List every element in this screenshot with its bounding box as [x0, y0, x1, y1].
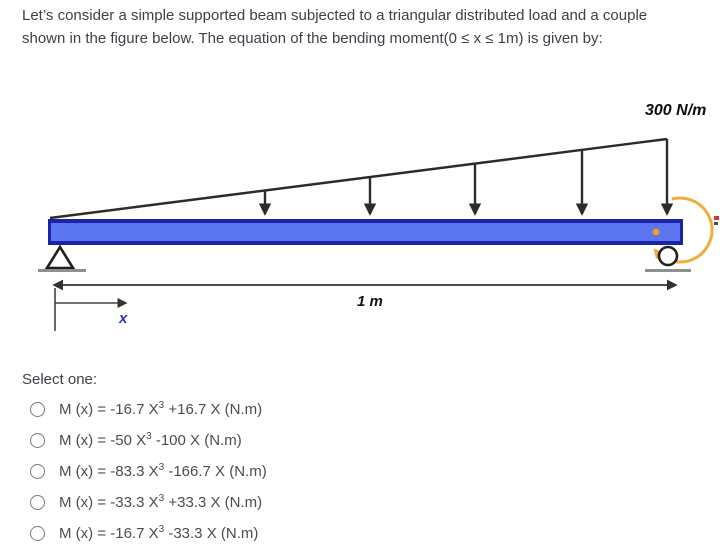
- radio-button[interactable]: [30, 525, 45, 541]
- answer-option-4[interactable]: M (x) = -33.3 X3 +33.3 X (N.m): [22, 492, 267, 512]
- x-axis-label: x: [118, 310, 128, 327]
- radio-button[interactable]: [30, 494, 45, 510]
- question-line-2: shown in the figure below. The equation …: [22, 30, 603, 47]
- beam-body: [48, 219, 683, 245]
- option-equation: M (x) = -50 X3 -100 X (N.m): [59, 431, 242, 449]
- beam-diagram: 1 m x 300 N/m: [38, 102, 719, 331]
- moment-center-dot: [652, 228, 660, 236]
- load-magnitude-label: 300 N/m: [645, 102, 706, 119]
- option-equation: M (x) = -33.3 X3 +33.3 X (N.m): [59, 493, 263, 511]
- roller-support-icon: [657, 245, 679, 267]
- cut-off-label-fragment: [714, 216, 719, 220]
- answer-option-1[interactable]: M (x) = -16.7 X3 +16.7 X (N.m): [22, 399, 267, 419]
- question-line-1: Let’s consider a simple supported beam s…: [22, 7, 648, 24]
- length-label: 1 m: [357, 293, 383, 310]
- question-text: Let’s consider a simple supported beam s…: [22, 4, 720, 50]
- select-one-prompt: Select one:: [22, 371, 98, 388]
- option-equation: M (x) = -16.7 X3 -33.3 X (N.m): [59, 524, 259, 542]
- answer-option-2[interactable]: M (x) = -50 X3 -100 X (N.m): [22, 430, 267, 450]
- option-equation: M (x) = -83.3 X3 -166.7 X (N.m): [59, 462, 267, 480]
- load-triangle-hypotenuse: [49, 137, 668, 220]
- cut-off-label-fragment: [714, 222, 718, 225]
- answer-block: Select one: M (x) = -16.7 X3 +16.7 X (N.…: [22, 371, 267, 554]
- answer-option-3[interactable]: M (x) = -83.3 X3 -166.7 X (N.m): [22, 461, 267, 481]
- answer-option-5[interactable]: M (x) = -16.7 X3 -33.3 X (N.m): [22, 523, 267, 543]
- pin-support-icon: [44, 244, 76, 270]
- beam-figure: 1 m x 300 N/m: [0, 90, 720, 345]
- option-equation: M (x) = -16.7 X3 +16.7 X (N.m): [59, 400, 263, 418]
- radio-button[interactable]: [30, 401, 45, 417]
- radio-button[interactable]: [30, 463, 45, 479]
- radio-button[interactable]: [30, 432, 45, 448]
